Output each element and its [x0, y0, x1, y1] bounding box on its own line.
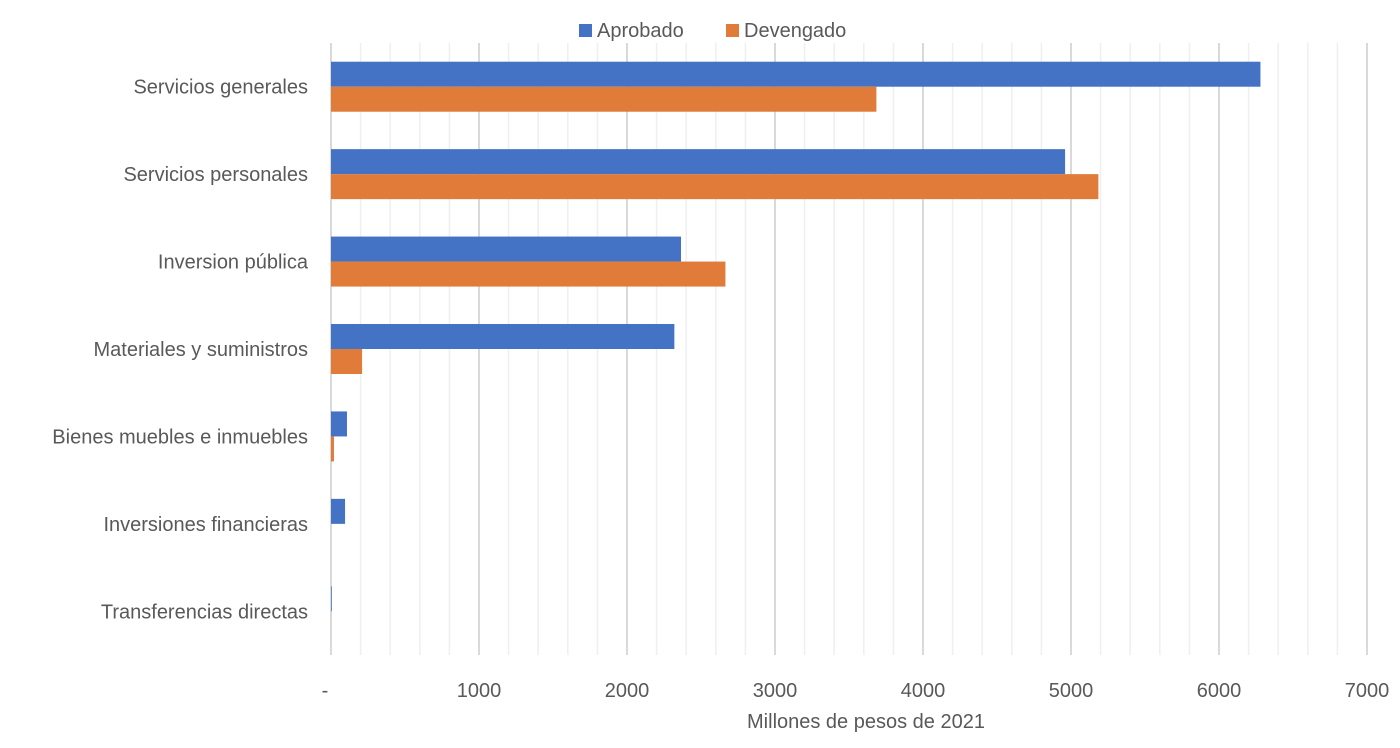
category-label: Materiales y suministros	[93, 339, 308, 361]
x-tick-label: 1000	[457, 680, 502, 702]
x-tick-label: 2000	[605, 680, 650, 702]
bar-aprobado-6	[331, 586, 332, 612]
x-tick-label: 3000	[753, 680, 798, 702]
bar-aprobado-0	[331, 61, 1261, 87]
bar-devengado-3	[331, 349, 363, 374]
bar-aprobado-1	[331, 149, 1066, 175]
bar-aprobado-3	[331, 324, 675, 349]
legend-label-devengado: Devengado	[744, 20, 846, 42]
bar-aprobado-5	[331, 498, 346, 524]
gridlines	[330, 43, 1368, 655]
x-tick-label: 5000	[1049, 680, 1094, 702]
category-label: Servicios personales	[123, 164, 308, 186]
bar-devengado-0	[331, 86, 877, 112]
x-tick-label: -	[322, 680, 329, 702]
category-label: Inversion pública	[158, 252, 309, 274]
x-tick-label: 7000	[1345, 680, 1390, 702]
bar-devengado-4	[331, 436, 334, 462]
bar-aprobado-2	[331, 236, 682, 262]
bar-devengado-2	[331, 261, 726, 287]
category-label: Servicios generales	[133, 77, 308, 99]
category-labels: Servicios generales Servicios personales I…	[52, 77, 309, 624]
bar-aprobado-4	[331, 411, 347, 437]
bar-devengado-1	[331, 174, 1099, 200]
legend: Aprobado Devengado	[579, 20, 846, 42]
x-axis-title: Millones de pesos de 2021	[747, 711, 985, 733]
legend-swatch-aprobado	[579, 24, 592, 37]
category-label: Inversiones financieras	[103, 514, 308, 536]
category-label: Transferencias directas	[101, 601, 308, 623]
legend-swatch-devengado	[726, 24, 739, 37]
x-tick-label: 4000	[901, 680, 946, 702]
x-tick-label: 6000	[1197, 680, 1242, 702]
bars	[331, 61, 1261, 612]
legend-label-aprobado: Aprobado	[597, 20, 684, 42]
category-label: Bienes muebles e inmuebles	[52, 426, 308, 448]
x-tick-labels: - 1000 2000 3000 4000 5000 6000 7000	[322, 680, 1390, 702]
